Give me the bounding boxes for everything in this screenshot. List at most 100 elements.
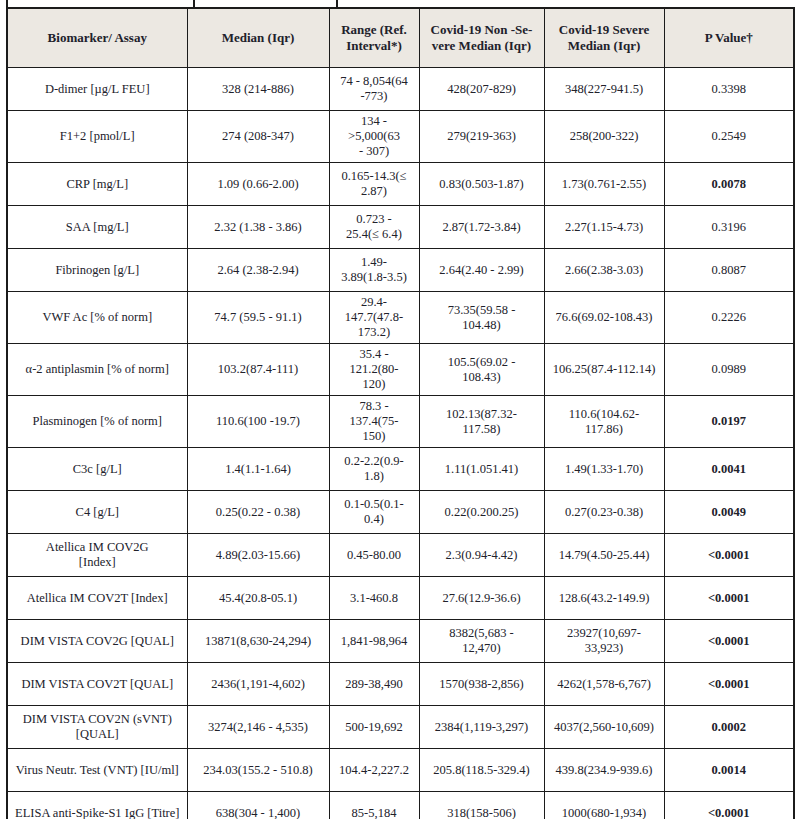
cell-col-p-value: 0.3196 bbox=[664, 206, 794, 249]
cell-col-median-iqr: 234.03(155.2 - 510.8) bbox=[187, 749, 329, 792]
cell-col-covid-nonsevere-median: 205.8(118.5-329.4) bbox=[419, 749, 544, 792]
cell-col-median-iqr: 45.4(20.8-05.1) bbox=[187, 577, 329, 620]
cell-col-biomarker-assay: C4 [g/L] bbox=[7, 491, 187, 534]
table-row: DIM VISTA COV2N (sVNT) [QUAL]3274(2,146 … bbox=[7, 706, 794, 749]
cell-col-biomarker-assay: DIM VISTA COV2N (sVNT) [QUAL] bbox=[7, 706, 187, 749]
header-col-covid-nonsevere-median: Covid-19 Non -Se- vere Median (Iqr) bbox=[419, 8, 544, 68]
table-row: Atellica IM COV2T [Index]45.4(20.8-05.1)… bbox=[7, 577, 794, 620]
cell-col-biomarker-assay: DIM VISTA COV2T [QUAL] bbox=[7, 663, 187, 706]
cell-col-median-iqr: 3274(2,146 - 4,535) bbox=[187, 706, 329, 749]
cell-col-covid-severe-median: 110.6(104.62- 117.86) bbox=[544, 396, 664, 448]
cell-col-covid-severe-median: 76.6(69.02-108.43) bbox=[544, 292, 664, 344]
table-row: α-2 antiplasmin [% of norm]103.2(87.4-11… bbox=[7, 344, 794, 396]
cell-col-range-ref-interval: 74 - 8,054(64 -773) bbox=[329, 68, 419, 111]
cell-col-covid-severe-median: 106.25(87.4-112.14) bbox=[544, 344, 664, 396]
table-row: C4 [g/L]0.25(0.22 - 0.38)0.1-0.5(0.1- 0.… bbox=[7, 491, 794, 534]
table-row: F1+2 [pmol/L]274 (208-347)134 - >5,000(6… bbox=[7, 111, 794, 163]
cell-col-range-ref-interval: 500-19,692 bbox=[329, 706, 419, 749]
cell-col-p-value: 0.0078 bbox=[664, 163, 794, 206]
biomarker-table-body: D-dimer [µg/L FEU]328 (214-886)74 - 8,05… bbox=[7, 68, 794, 819]
page: Biomarker/ AssayMedian (Iqr)Range (Ref. … bbox=[0, 0, 803, 819]
cell-col-range-ref-interval: 0.165-14.3(≤ 2.87) bbox=[329, 163, 419, 206]
cell-col-median-iqr: 638(304 - 1,400) bbox=[187, 792, 329, 819]
cell-col-biomarker-assay: D-dimer [µg/L FEU] bbox=[7, 68, 187, 111]
cell-col-covid-severe-median: 0.27(0.23-0.38) bbox=[544, 491, 664, 534]
cell-col-biomarker-assay: Atellica IM COV2G [Index] bbox=[7, 534, 187, 577]
cell-col-covid-nonsevere-median: 428(207-829) bbox=[419, 68, 544, 111]
cell-col-median-iqr: 13871(8,630-24,294) bbox=[187, 620, 329, 663]
biomarker-table-header: Biomarker/ AssayMedian (Iqr)Range (Ref. … bbox=[7, 8, 794, 68]
cell-col-biomarker-assay: ELISA anti-Spike-S1 IgG [Titre] bbox=[7, 792, 187, 819]
table-row: VWF Ac [% of norm]74.7 (59.5 - 91.1)29.4… bbox=[7, 292, 794, 344]
cell-col-median-iqr: 103.2(87.4-111) bbox=[187, 344, 329, 396]
cell-col-p-value: 0.0049 bbox=[664, 491, 794, 534]
cell-col-range-ref-interval: 78.3 - 137.4(75- 150) bbox=[329, 396, 419, 448]
cell-col-covid-nonsevere-median: 105.5(69.02 - 108.43) bbox=[419, 344, 544, 396]
table-row: D-dimer [µg/L FEU]328 (214-886)74 - 8,05… bbox=[7, 68, 794, 111]
cell-col-covid-nonsevere-median: 102.13(87.32- 117.58) bbox=[419, 396, 544, 448]
cell-col-covid-nonsevere-median: 27.6(12.9-36.6) bbox=[419, 577, 544, 620]
cell-col-covid-nonsevere-median: 2.64(2.40 - 2.99) bbox=[419, 249, 544, 292]
cell-col-covid-severe-median: 2.66(2.38-3.03) bbox=[544, 249, 664, 292]
cell-col-covid-nonsevere-median: 2.87(1.72-3.84) bbox=[419, 206, 544, 249]
cell-col-covid-severe-median: 4037(2,560-10,609) bbox=[544, 706, 664, 749]
cell-col-biomarker-assay: Atellica IM COV2T [Index] bbox=[7, 577, 187, 620]
cell-col-median-iqr: 2.64 (2.38-2.94) bbox=[187, 249, 329, 292]
cell-col-p-value: 0.2549 bbox=[664, 111, 794, 163]
table-row: C3c [g/L]1.4(1.1-1.64)0.2-2.2(0.9- 1.8)1… bbox=[7, 448, 794, 491]
cell-col-covid-nonsevere-median: 0.22(0.200.25) bbox=[419, 491, 544, 534]
table-row: Fibrinogen [g/L]2.64 (2.38-2.94)1.49- 3.… bbox=[7, 249, 794, 292]
cell-col-median-iqr: 110.6(100 -19.7) bbox=[187, 396, 329, 448]
cell-col-covid-severe-median: 23927(10,697- 33,923) bbox=[544, 620, 664, 663]
cell-col-biomarker-assay: Virus Neutr. Test (VNT) [IU/ml] bbox=[7, 749, 187, 792]
cell-col-covid-nonsevere-median: 318(158-506) bbox=[419, 792, 544, 819]
cell-col-covid-severe-median: 14.79(4.50-25.44) bbox=[544, 534, 664, 577]
cell-col-covid-nonsevere-median: 1570(938-2,856) bbox=[419, 663, 544, 706]
cell-col-covid-severe-median: 439.8(234.9-939.6) bbox=[544, 749, 664, 792]
cell-col-p-value: 0.2226 bbox=[664, 292, 794, 344]
cell-col-biomarker-assay: CRP [mg/L] bbox=[7, 163, 187, 206]
cell-col-range-ref-interval: 134 - >5,000(63 - 307) bbox=[329, 111, 419, 163]
cell-col-p-value: <0.0001 bbox=[664, 620, 794, 663]
cell-col-p-value: 0.8087 bbox=[664, 249, 794, 292]
table-row: SAA [mg/L]2.32 (1.38 - 3.86)0.723 - 25.4… bbox=[7, 206, 794, 249]
table-row: Atellica IM COV2G [Index]4.89(2.03-15.66… bbox=[7, 534, 794, 577]
cell-col-covid-severe-median: 128.6(43.2-149.9) bbox=[544, 577, 664, 620]
cell-col-biomarker-assay: DIM VISTA COV2G [QUAL] bbox=[7, 620, 187, 663]
cell-col-covid-severe-median: 348(227-941.5) bbox=[544, 68, 664, 111]
cell-col-p-value: <0.0001 bbox=[664, 577, 794, 620]
cell-col-biomarker-assay: Fibrinogen [g/L] bbox=[7, 249, 187, 292]
table-row: CRP [mg/L]1.09 (0.66-2.00)0.165-14.3(≤ 2… bbox=[7, 163, 794, 206]
cell-col-range-ref-interval: 35.4 - 121.2(80- 120) bbox=[329, 344, 419, 396]
cell-col-median-iqr: 1.4(1.1-1.64) bbox=[187, 448, 329, 491]
cell-col-median-iqr: 4.89(2.03-15.66) bbox=[187, 534, 329, 577]
cell-col-covid-severe-median: 4262(1,578-6,767) bbox=[544, 663, 664, 706]
table-row: ELISA anti-Spike-S1 IgG [Titre]638(304 -… bbox=[7, 792, 794, 819]
cell-col-covid-nonsevere-median: 0.83(0.503-1.87) bbox=[419, 163, 544, 206]
cell-col-range-ref-interval: 1.49- 3.89(1.8-3.5) bbox=[329, 249, 419, 292]
cell-col-covid-severe-median: 1.49(1.33-1.70) bbox=[544, 448, 664, 491]
cell-col-biomarker-assay: α-2 antiplasmin [% of norm] bbox=[7, 344, 187, 396]
table-row: DIM VISTA COV2G [QUAL]13871(8,630-24,294… bbox=[7, 620, 794, 663]
cell-col-p-value: <0.0001 bbox=[664, 534, 794, 577]
cell-col-median-iqr: 1.09 (0.66-2.00) bbox=[187, 163, 329, 206]
cell-col-covid-nonsevere-median: 279(219-363) bbox=[419, 111, 544, 163]
cell-col-p-value: <0.0001 bbox=[664, 663, 794, 706]
cell-col-range-ref-interval: 85-5,184 bbox=[329, 792, 419, 819]
table-row: Virus Neutr. Test (VNT) [IU/ml]234.03(15… bbox=[7, 749, 794, 792]
cell-col-covid-nonsevere-median: 8382(5,683 - 12,470) bbox=[419, 620, 544, 663]
table-row: Plasminogen [% of norm]110.6(100 -19.7)7… bbox=[7, 396, 794, 448]
cell-col-range-ref-interval: 289-38,490 bbox=[329, 663, 419, 706]
cell-col-range-ref-interval: 0.2-2.2(0.9- 1.8) bbox=[329, 448, 419, 491]
cell-col-covid-nonsevere-median: 2384(1,119-3,297) bbox=[419, 706, 544, 749]
biomarker-table: Biomarker/ AssayMedian (Iqr)Range (Ref. … bbox=[6, 7, 795, 819]
cell-col-p-value: 0.3398 bbox=[664, 68, 794, 111]
cell-col-covid-nonsevere-median: 2.3(0.94-4.42) bbox=[419, 534, 544, 577]
cell-col-covid-severe-median: 1000(680-1,934) bbox=[544, 792, 664, 819]
cell-col-biomarker-assay: VWF Ac [% of norm] bbox=[7, 292, 187, 344]
cell-col-p-value: 0.0002 bbox=[664, 706, 794, 749]
cell-col-covid-severe-median: 258(200-322) bbox=[544, 111, 664, 163]
cell-col-range-ref-interval: 0.45-80.00 bbox=[329, 534, 419, 577]
cell-col-biomarker-assay: Plasminogen [% of norm] bbox=[7, 396, 187, 448]
cell-col-range-ref-interval: 3.1-460.8 bbox=[329, 577, 419, 620]
